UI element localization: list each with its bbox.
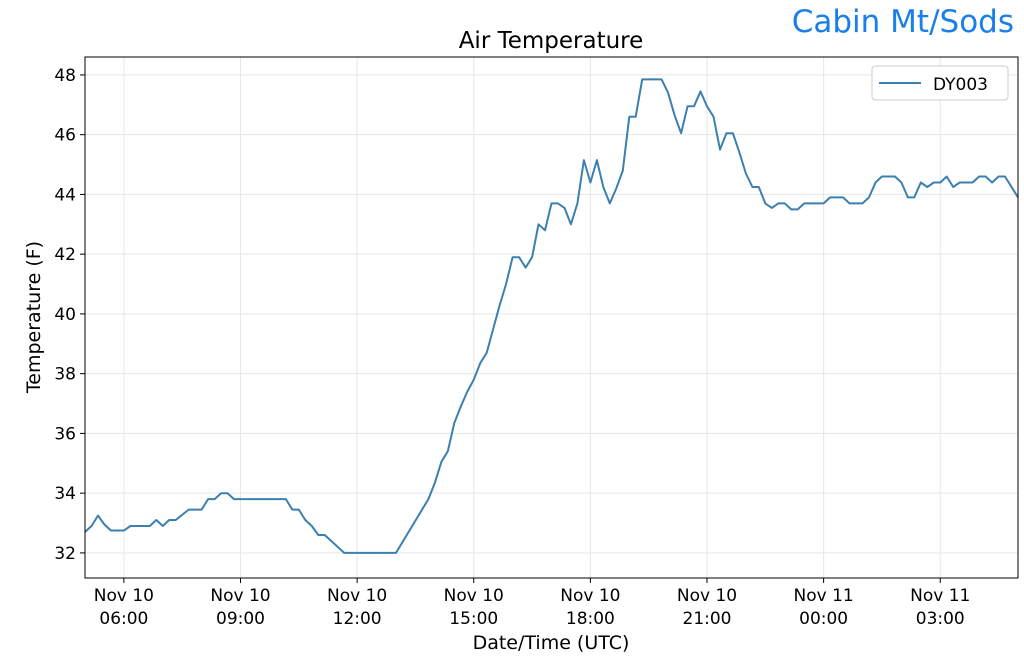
x-tick-label-time: 03:00 (916, 609, 965, 629)
x-tick-label-time: 09:00 (216, 609, 265, 629)
y-axis-label: Temperature (F) (23, 241, 45, 394)
y-axis: 32 34 36 38 40 42 44 46 48 (54, 66, 85, 564)
x-tick-label-date: Nov 10 (94, 586, 154, 606)
legend: DY003 (871, 65, 1009, 101)
plot-frame (84, 56, 1019, 579)
y-tick-label: 38 (54, 365, 76, 385)
series-line-dy003 (84, 78, 1019, 554)
chart-title: Air Temperature (459, 28, 644, 54)
x-axis: Nov 10 06:00 Nov 10 09:00 Nov 10 12:00 Nov 10 1… (94, 578, 970, 629)
y-tick-label: 34 (54, 484, 76, 504)
legend-label-dy003: DY003 (933, 75, 988, 95)
grid (85, 57, 1018, 578)
x-tick-label-date: Nov 10 (210, 586, 270, 606)
x-tick-label-time: 15:00 (449, 609, 498, 629)
y-tick-label: 40 (54, 305, 76, 325)
y-tick-label: 46 (54, 126, 76, 146)
series-layer (84, 78, 1019, 554)
x-tick-label-date: Nov 10 (444, 586, 504, 606)
x-tick-label-time: 12:00 (333, 609, 382, 629)
y-tick-label: 32 (54, 544, 76, 564)
x-tick-label-date: Nov 11 (794, 586, 854, 606)
x-tick-label-time: 18:00 (566, 609, 615, 629)
x-tick-label-date: Nov 11 (910, 586, 970, 606)
x-tick-label-date: Nov 10 (560, 586, 620, 606)
y-tick-label: 36 (54, 424, 76, 444)
y-tick-label: 48 (54, 66, 76, 86)
x-tick-label-time: 00:00 (799, 609, 848, 629)
x-tick-label-time: 21:00 (683, 609, 732, 629)
legend-box (871, 65, 1009, 101)
x-tick-label-date: Nov 10 (327, 586, 387, 606)
site-name: Cabin Mt/Sods (791, 4, 1014, 40)
y-tick-label: 44 (54, 185, 76, 205)
y-tick-label: 42 (54, 245, 76, 265)
x-tick-label-date: Nov 10 (677, 586, 737, 606)
x-tick-label-time: 06:00 (99, 609, 148, 629)
x-axis-label: Date/Time (UTC) (473, 632, 630, 654)
